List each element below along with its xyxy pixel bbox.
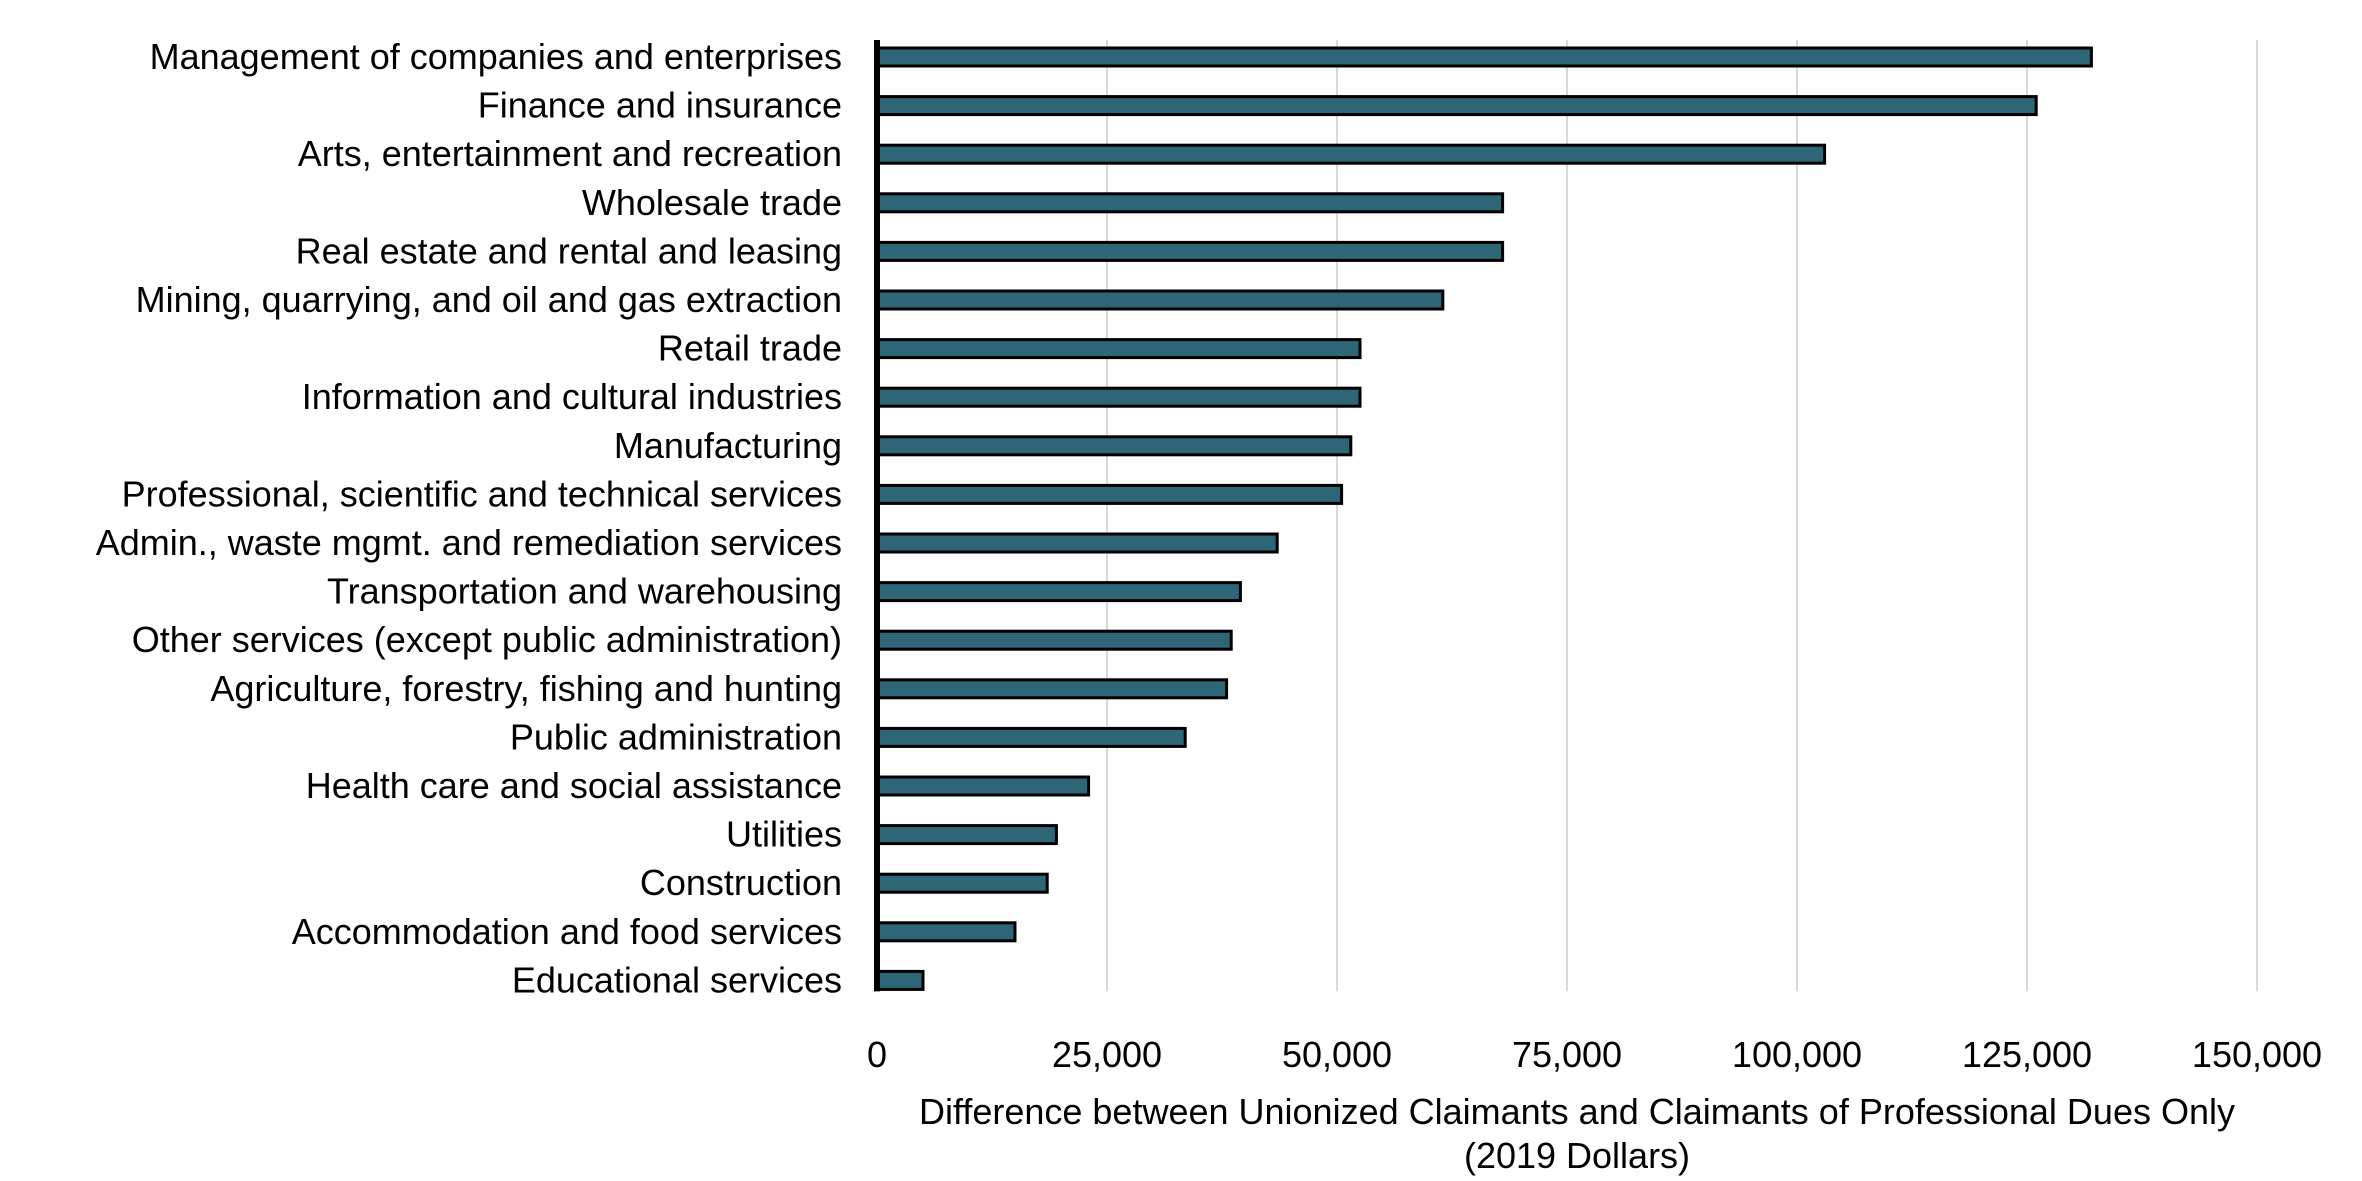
- bar: [875, 678, 1229, 700]
- category-label: Mining, quarrying, and oil and gas extra…: [136, 279, 842, 320]
- bar: [875, 240, 1505, 262]
- category-label: Health care and social assistance: [306, 765, 842, 806]
- bar: [875, 921, 1017, 943]
- bar: [875, 435, 1353, 457]
- category-label: Information and cultural industries: [302, 376, 842, 417]
- bar: [875, 483, 1344, 505]
- bar: [875, 629, 1233, 651]
- x-axis-title-line1: Difference between Unionized Claimants a…: [919, 1091, 2235, 1132]
- category-label: Management of companies and enterprises: [150, 36, 842, 77]
- bar: [875, 46, 2093, 68]
- category-labels: Management of companies and enterprises F…: [96, 36, 842, 1000]
- category-label: Finance and insurance: [478, 85, 842, 126]
- bar: [875, 775, 1091, 797]
- bar: [875, 872, 1049, 894]
- category-label: Real estate and rental and leasing: [296, 230, 842, 271]
- x-tick-label: 150,000: [2192, 1034, 2322, 1075]
- bar: [875, 386, 1362, 408]
- x-tick-label: 75,000: [1512, 1034, 1622, 1075]
- bar: [875, 338, 1362, 360]
- category-label: Other services (except public administra…: [132, 619, 842, 660]
- bar: [875, 824, 1058, 846]
- category-label: Manufacturing: [614, 425, 842, 466]
- category-label: Admin., waste mgmt. and remediation serv…: [96, 522, 842, 563]
- category-label: Educational services: [512, 959, 842, 1000]
- bar: [875, 581, 1242, 603]
- bar: [875, 95, 2038, 117]
- x-tick-label: 50,000: [1282, 1034, 1392, 1075]
- bar: [875, 726, 1187, 748]
- category-label: Agriculture, forestry, fishing and hunti…: [210, 668, 842, 709]
- bar: [875, 289, 1445, 311]
- category-label: Professional, scientific and technical s…: [122, 473, 842, 514]
- x-tick-label: 125,000: [1962, 1034, 2092, 1075]
- bar: [875, 532, 1279, 554]
- category-label: Arts, entertainment and recreation: [298, 133, 842, 174]
- x-tick-label: 0: [867, 1034, 887, 1075]
- category-label: Transportation and warehousing: [327, 571, 842, 612]
- category-label: Construction: [640, 862, 842, 903]
- x-tick-label: 100,000: [1732, 1034, 1862, 1075]
- category-label: Wholesale trade: [582, 182, 842, 223]
- category-label: Utilities: [726, 814, 842, 855]
- bar: [875, 969, 925, 991]
- gridlines: [1106, 40, 2258, 992]
- x-tick-labels: 0 25,000 50,000 75,000 100,000 125,000 150,000: [867, 1034, 2322, 1075]
- x-axis-title-line2: (2019 Dollars): [1464, 1135, 1690, 1176]
- bars: [875, 46, 2093, 991]
- category-label: Retail trade: [658, 328, 842, 369]
- x-tick-label: 25,000: [1052, 1034, 1162, 1075]
- category-label: Accommodation and food services: [292, 911, 842, 952]
- bar: [875, 192, 1505, 214]
- category-label: Public administration: [510, 716, 842, 757]
- bar: [875, 143, 1827, 165]
